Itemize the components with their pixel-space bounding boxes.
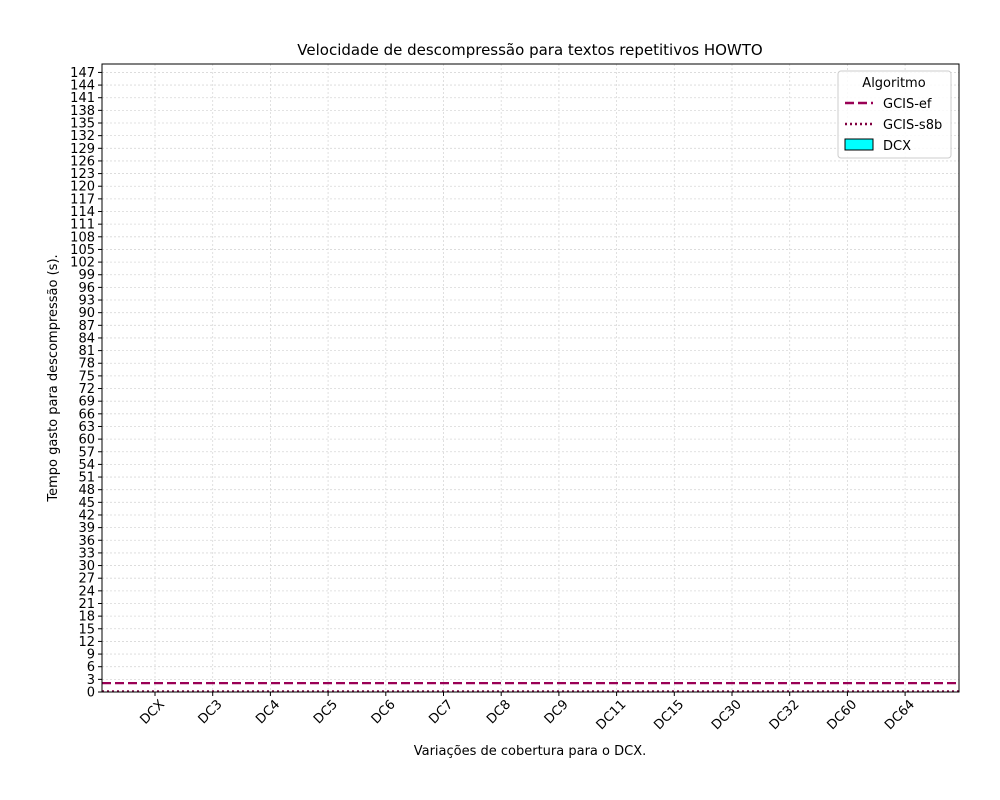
- y-tick-label: 129: [70, 142, 95, 157]
- y-tick-label: 114: [70, 205, 95, 220]
- y-tick-label: 132: [70, 129, 95, 144]
- legend-label-dcx: DCX: [883, 139, 911, 154]
- y-tick-label: 87: [78, 319, 95, 334]
- y-tick-label: 24: [78, 584, 95, 599]
- y-tick-label: 12: [78, 635, 95, 650]
- grid: [102, 64, 959, 693]
- y-tick-label: 18: [78, 610, 95, 625]
- y-tick-label: 135: [70, 117, 95, 132]
- y-tick-label: 15: [78, 622, 95, 637]
- legend-box: [837, 70, 952, 159]
- y-tick-label: 39: [78, 521, 95, 536]
- y-tick-label: 105: [70, 243, 95, 258]
- y-tick-label: 108: [70, 230, 95, 245]
- y-tick-label: 102: [70, 256, 95, 271]
- y-tick-label: 120: [70, 180, 95, 195]
- y-tick-label: 93: [78, 294, 95, 309]
- y-tick-label: 69: [78, 395, 95, 410]
- legend-label-gcis-ef: GCIS-ef: [883, 97, 932, 112]
- y-tick-label: 96: [78, 281, 95, 296]
- y-tick-label: 9: [87, 648, 95, 663]
- y-tick-label: 42: [78, 508, 95, 523]
- y-tick-label: 99: [78, 268, 95, 283]
- y-tick-label: 57: [78, 445, 95, 460]
- legend-swatch-dcx: [844, 138, 874, 151]
- y-tick-label: 81: [78, 344, 95, 359]
- y-tick-label: 21: [78, 597, 95, 612]
- y-tick-label: 144: [70, 79, 95, 94]
- y-tick-label: 147: [70, 66, 95, 81]
- y-tick-label: 33: [78, 546, 95, 561]
- y-tick-label: 60: [78, 433, 95, 448]
- y-tick-label: 138: [70, 104, 95, 119]
- y-tick-label: 111: [70, 218, 95, 233]
- y-tick-label: 54: [78, 458, 95, 473]
- y-tick-label: 3: [87, 673, 95, 688]
- legend-label-gcis-s8b: GCIS-s8b: [883, 118, 942, 133]
- y-tick-label: 126: [70, 154, 95, 169]
- y-axis-label: Tempo gasto para descompressão (s).: [46, 254, 61, 502]
- y-tick-label: 48: [78, 483, 95, 498]
- y-tick-label: 51: [78, 471, 95, 486]
- chart-title: Velocidade de descompressão para textos …: [297, 41, 762, 59]
- y-tick-label: 45: [78, 496, 95, 511]
- legend-title: Algoritmo: [862, 76, 925, 91]
- y-tick-label: 63: [78, 420, 95, 435]
- y-axis: 0369121518212427303336394245485154576063…: [70, 66, 102, 701]
- y-tick-label: 123: [70, 167, 95, 182]
- y-tick-label: 84: [78, 331, 95, 346]
- y-tick-label: 72: [78, 382, 95, 397]
- x-axis-label: Variações de cobertura para o DCX.: [414, 744, 647, 759]
- y-tick-label: 0: [87, 686, 95, 701]
- y-tick-label: 30: [78, 559, 95, 574]
- y-tick-label: 141: [70, 91, 95, 106]
- y-tick-label: 117: [70, 192, 95, 207]
- y-tick-label: 75: [78, 369, 95, 384]
- y-tick-label: 6: [87, 660, 95, 675]
- y-tick-label: 66: [78, 407, 95, 422]
- y-tick-label: 36: [78, 534, 95, 549]
- y-tick-label: 27: [78, 572, 95, 587]
- y-tick-label: 78: [78, 357, 95, 372]
- plot-frame: [101, 63, 960, 693]
- y-tick-label: 90: [78, 306, 95, 321]
- legend: Algoritmo GCIS-ef GCIS-s8b DCX: [837, 70, 952, 159]
